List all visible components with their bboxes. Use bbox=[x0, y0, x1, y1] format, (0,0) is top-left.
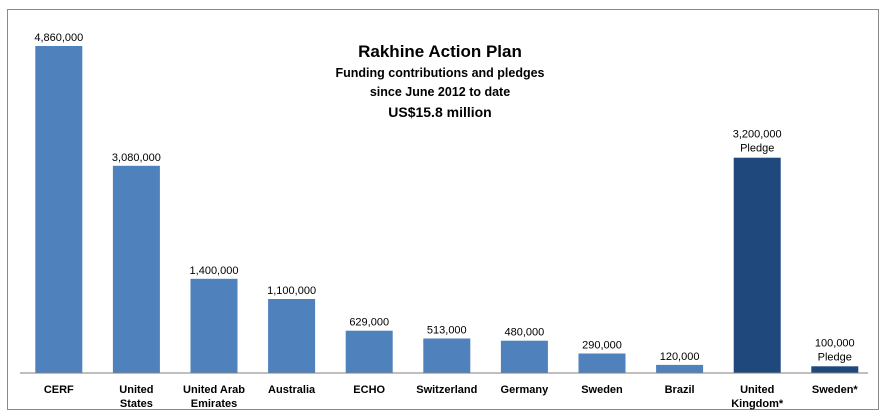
category-label-6-line-0: Germany bbox=[501, 384, 550, 396]
bar-7 bbox=[578, 353, 626, 373]
value-label-5: 513,000 bbox=[427, 325, 467, 337]
category-label-8-line-0: Brazil bbox=[665, 384, 695, 396]
bar-8 bbox=[656, 364, 704, 373]
value-label-7: 290,000 bbox=[582, 340, 622, 352]
bar-9 bbox=[733, 157, 781, 373]
value-label-2: 1,400,000 bbox=[190, 265, 239, 277]
category-label-7-line-0: Sweden bbox=[581, 384, 623, 396]
category-label-0-line-0: CERF bbox=[44, 384, 74, 396]
bar-0 bbox=[35, 46, 83, 373]
chart-subtitle-line-2: since June 2012 to date bbox=[370, 85, 510, 99]
bars-group bbox=[35, 46, 859, 373]
value-label-10: 100,000 bbox=[815, 337, 855, 349]
value-label-3: 1,100,000 bbox=[267, 285, 316, 297]
value-label-6: 480,000 bbox=[505, 327, 545, 339]
value-labels-group: 4,860,000 3,080,000 1,400,000 1,100,000 629,… bbox=[34, 32, 854, 363]
bar-10 bbox=[811, 366, 859, 373]
category-label-5-line-0: Switzerland bbox=[416, 384, 477, 396]
category-label-2-line-0: United Arab bbox=[183, 384, 245, 396]
bar-6 bbox=[500, 340, 548, 373]
category-label-2-line-1: Emirates bbox=[191, 398, 237, 410]
category-label-3-line-0: Australia bbox=[268, 384, 316, 396]
category-label-10-line-0: Sweden* bbox=[812, 384, 859, 396]
bar-5 bbox=[423, 338, 471, 373]
value-label-8: 120,000 bbox=[660, 351, 700, 363]
value-label-1: 3,080,000 bbox=[112, 152, 161, 164]
category-label-9-line-0: United bbox=[740, 384, 774, 396]
chart-title-group: Rakhine Action Plan Funding contribution… bbox=[335, 42, 544, 120]
bar-4 bbox=[345, 330, 393, 373]
value-label-0: 4,860,000 bbox=[34, 32, 83, 44]
pledge-label-10: Pledge bbox=[818, 351, 852, 363]
category-label-1-line-0: United bbox=[119, 384, 153, 396]
category-labels-group: CERF United States United Arab Emirates Austr… bbox=[44, 384, 859, 410]
category-label-9-line-1: Kingdom* bbox=[731, 398, 784, 410]
bar-3 bbox=[268, 299, 316, 373]
chart-subtitle-line-1: Funding contributions and pledges bbox=[335, 66, 544, 80]
pledge-label-9: Pledge bbox=[740, 143, 774, 155]
category-label-4-line-0: ECHO bbox=[353, 384, 385, 396]
chart-title: Rakhine Action Plan bbox=[358, 42, 522, 61]
category-label-1-line-1: States bbox=[120, 398, 153, 410]
bar-2 bbox=[190, 278, 238, 373]
bar-1 bbox=[112, 165, 160, 373]
value-label-9: 3,200,000 bbox=[733, 129, 782, 141]
chart-subtitle-line-3: US$15.8 million bbox=[388, 104, 491, 120]
value-label-4: 629,000 bbox=[349, 317, 389, 329]
